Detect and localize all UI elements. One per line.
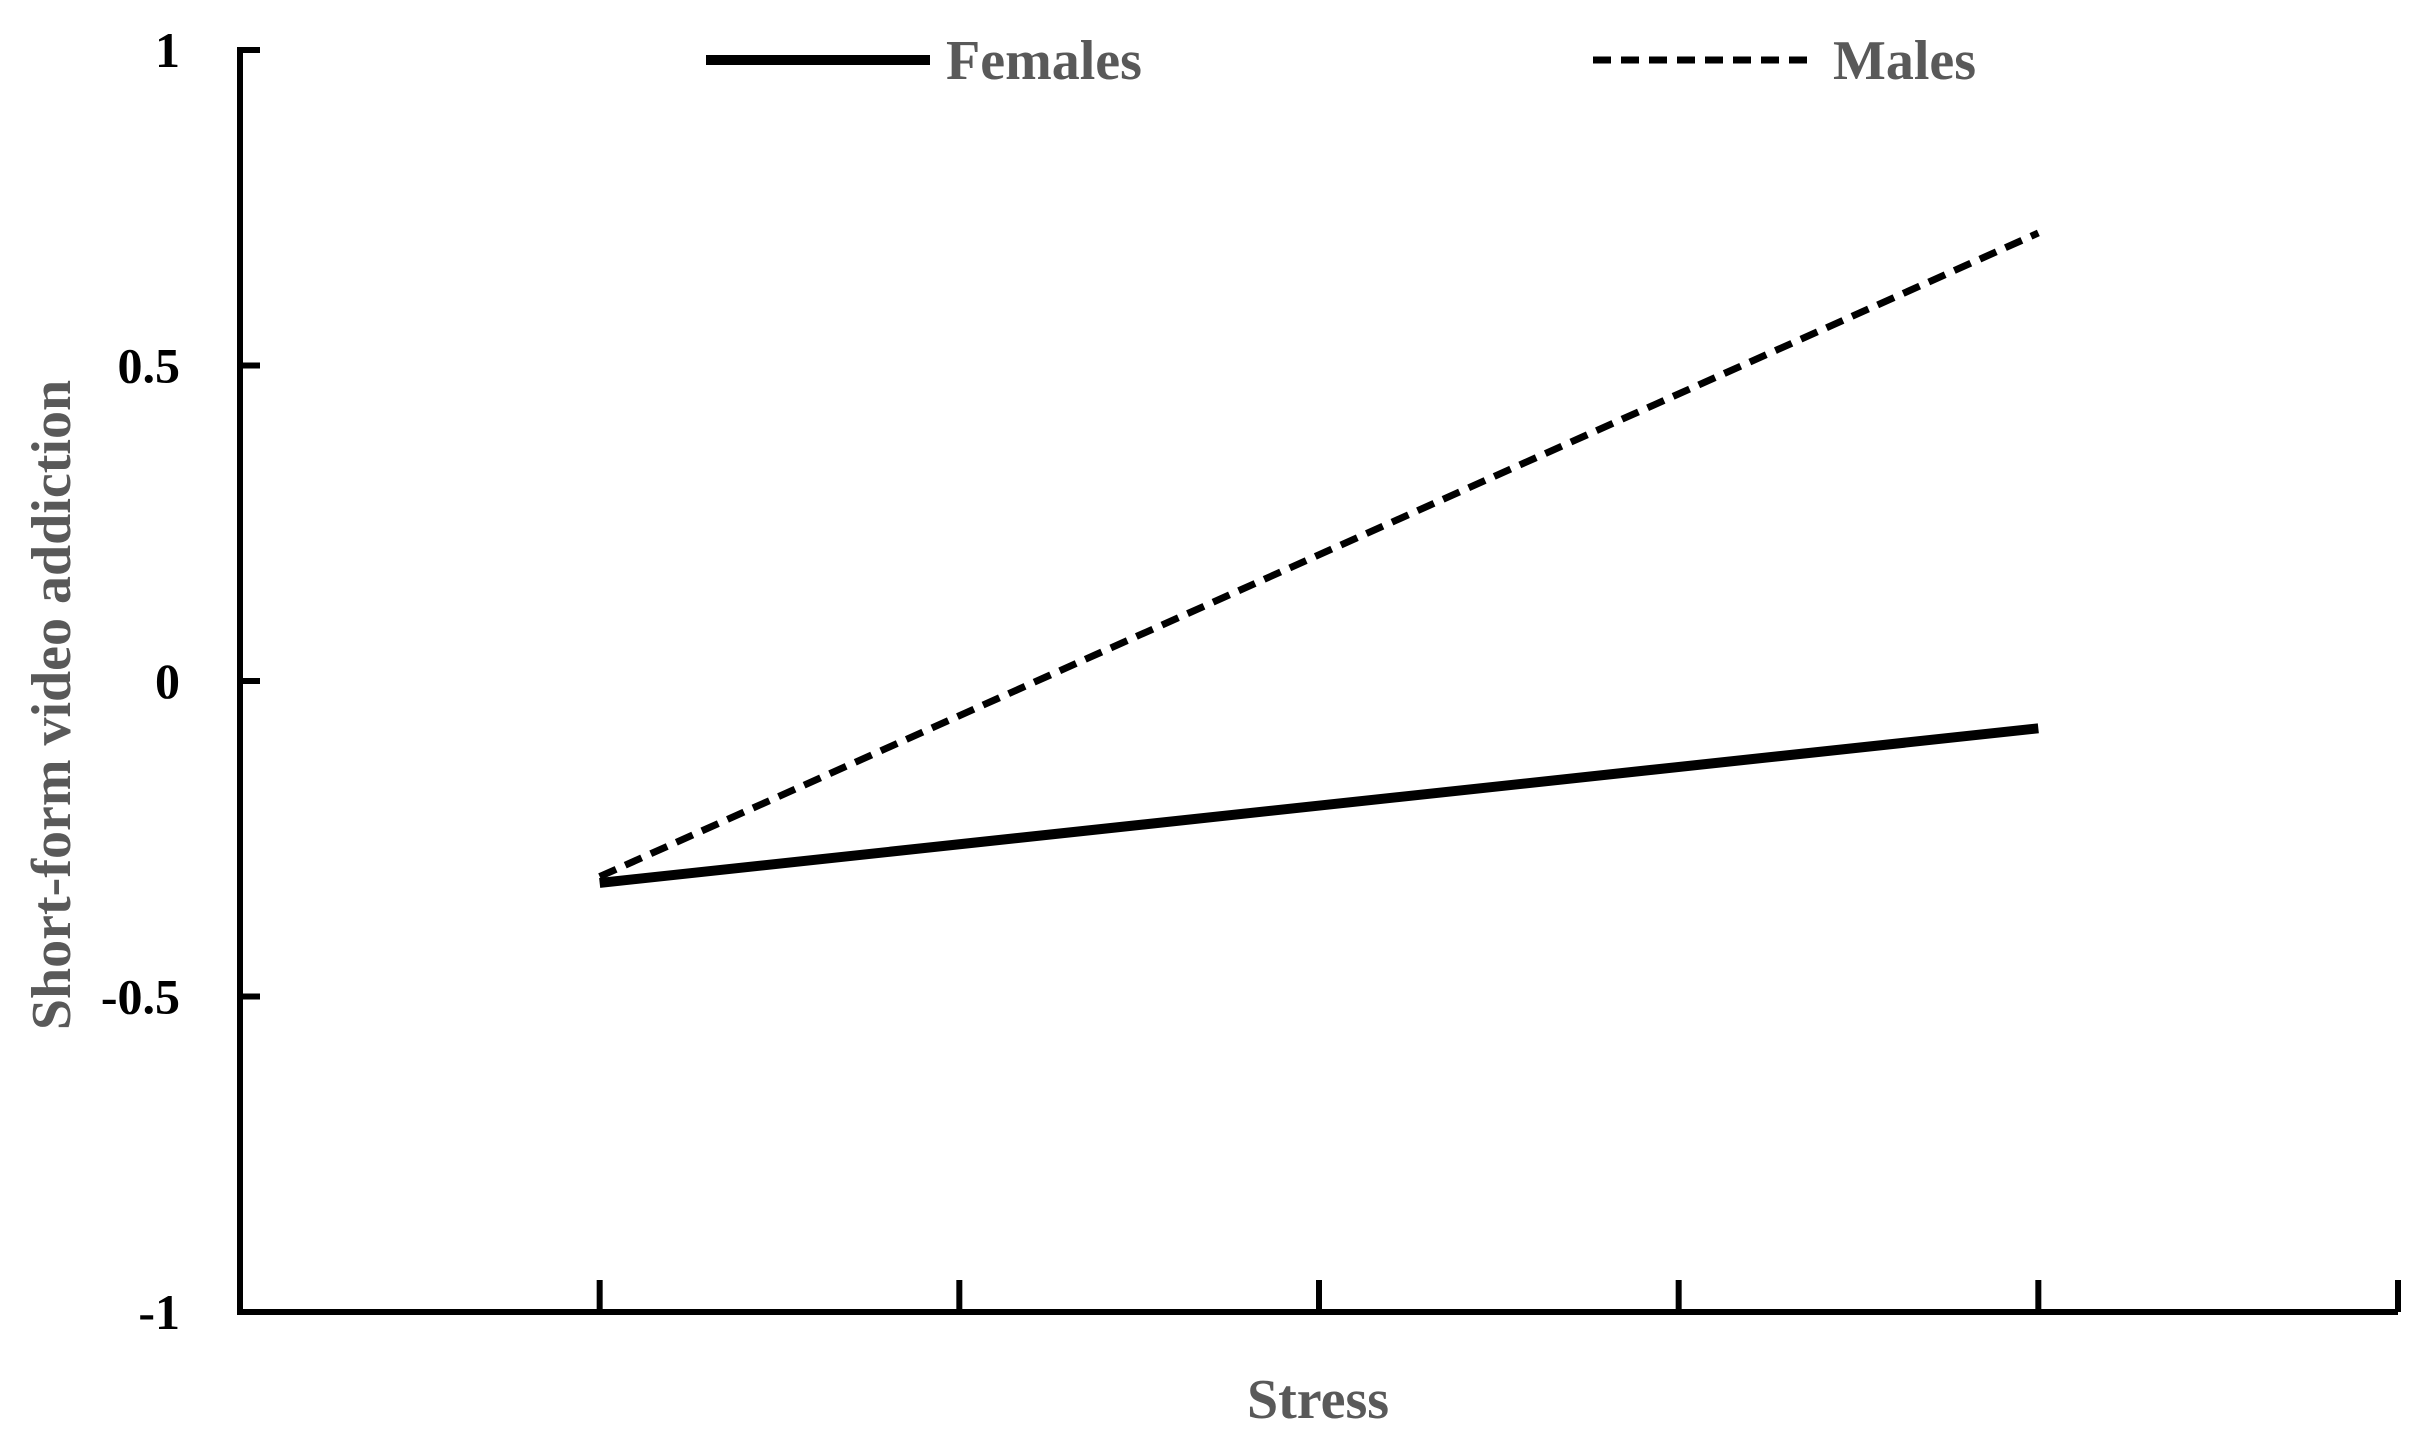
legend: Females Males [706, 30, 1976, 92]
y-tick-label: 0.5 [118, 338, 181, 394]
legend-item-females: Females [706, 30, 1142, 92]
x-axis-title: Stress [1247, 1369, 1389, 1431]
series-layer [598, 229, 2040, 888]
y-tick-label: -1 [138, 1284, 180, 1340]
y-tick-label: -0.5 [101, 969, 180, 1025]
legend-label: Males [1833, 30, 1976, 92]
y-tick-label: 1 [155, 22, 180, 78]
y-axis-title: Short-form video addiction [21, 380, 83, 1030]
y-tick-label: 0 [155, 653, 180, 709]
series-line-females [599, 723, 2039, 888]
legend-label: Females [946, 30, 1142, 92]
legend-item-males: Males [1593, 30, 1976, 92]
series-line-males [598, 229, 2040, 880]
x-axis-ticks [596, 1280, 2401, 1312]
y-axis-ticks: 1 0.5 0 -0.5 -1 [101, 22, 260, 1340]
